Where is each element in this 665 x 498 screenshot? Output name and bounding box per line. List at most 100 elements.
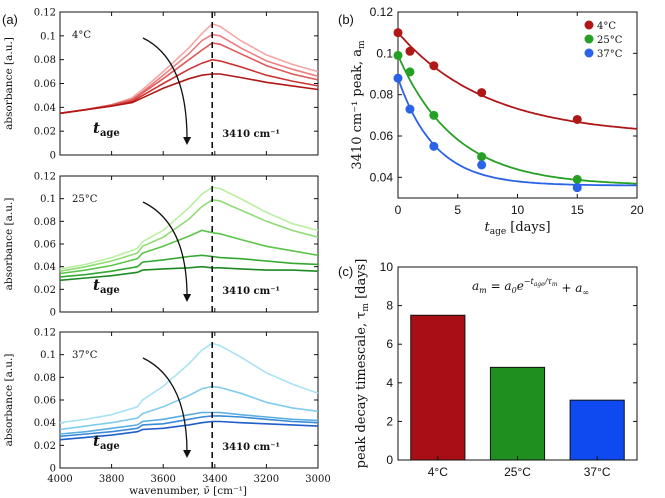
legend-label: 4°C	[597, 21, 616, 32]
y-tick-label: 0.04	[34, 262, 56, 273]
spectra-plot-25c: 0 0.02 0.04 0.06 0.08 0.1 0.12 25°C tage 3410 cm⁻…	[3, 172, 319, 319]
temperature-label: 4°C	[72, 30, 91, 41]
x-axis-label: tage [days]	[484, 220, 550, 237]
spectrum-line	[59, 73, 319, 115]
spectrum-line	[59, 186, 319, 270]
y-tick-label: 0	[50, 308, 56, 319]
y-tick-label: 0.06	[34, 79, 56, 90]
age-label: tage	[93, 119, 120, 139]
panel-letter-b: (b)	[338, 12, 354, 27]
y-tick-label: 0	[50, 151, 56, 162]
x-tick-label: 15	[571, 203, 585, 217]
x-tick-label: 3000	[305, 474, 330, 485]
x-tick-label: 25°C	[504, 465, 531, 479]
y-tick-label: 0.1	[40, 194, 56, 205]
y-tick-label: 4	[386, 376, 393, 390]
bar	[489, 366, 546, 461]
age-label: tage	[93, 276, 120, 296]
data-point	[429, 110, 439, 120]
panel-letter-a: (a)	[2, 12, 18, 27]
spectrum-line	[59, 42, 319, 115]
data-point	[572, 174, 582, 184]
temperature-label: 37°C	[72, 350, 98, 361]
legend-marker	[584, 48, 594, 58]
data-point	[393, 73, 403, 83]
y-tick-label: 0.1	[40, 31, 56, 42]
spectrum-line	[59, 342, 319, 424]
data-point	[477, 152, 487, 162]
age-label: tage	[93, 432, 120, 452]
x-tick-label: 37°C	[584, 465, 611, 479]
y-tick-label: 0.12	[34, 172, 56, 183]
spectra-x-axis-label: wavenumber, ν̄ [cm⁻¹]	[129, 485, 247, 497]
y-axis-label: absorbance [a.u.]	[3, 37, 15, 130]
peak-decay-scatter-plot: 0.04 0.06 0.08 0.1 0.12 0 5 10 15 20 4°C 25°C 37°C 34…	[350, 5, 644, 237]
data-point	[429, 141, 439, 151]
data-point	[572, 183, 582, 193]
x-tick-label: 3600	[150, 474, 175, 485]
x-tick-label: 0	[395, 203, 402, 217]
age-arrow	[142, 357, 192, 458]
spectrum-line	[59, 58, 319, 115]
x-tick-label: 3400	[202, 474, 227, 485]
fit-equation: am = a0e−tage/τm + a∞	[472, 277, 589, 297]
y-tick-label: 6	[386, 337, 393, 351]
spectrum-line	[59, 385, 319, 431]
spectrum-line	[59, 229, 319, 275]
legend-label: 37°C	[597, 49, 623, 60]
y-tick-label: 0	[386, 453, 393, 467]
y-tick-label: 0.08	[34, 55, 56, 66]
fit-curve	[397, 55, 638, 185]
y-tick-label: 0.06	[370, 129, 394, 143]
y-tick-label: 0.02	[34, 285, 56, 296]
y-tick-label: 8	[386, 299, 393, 313]
x-tick-label: 3200	[254, 474, 279, 485]
y-tick-label: 0.1	[376, 46, 393, 60]
x-tick-label: 20	[630, 203, 644, 217]
y-tick-label: 0	[50, 464, 56, 475]
spectrum-line	[59, 254, 319, 278]
y-tick-label: 0.02	[34, 441, 56, 452]
data-point	[393, 50, 403, 60]
legend-marker	[584, 34, 594, 44]
y-tick-label: 0.04	[34, 418, 56, 429]
x-tick-label: 4°C	[428, 465, 448, 479]
reference-line-label: 3410 cm⁻¹	[222, 442, 280, 453]
spectrum-line	[59, 420, 319, 441]
spectra-plot-37c: 0 0.02 0.04 0.06 0.08 0.1 0.12 4000 3800 3600 3400…	[3, 328, 331, 486]
spectrum-line	[59, 265, 319, 282]
y-tick-label: 0.06	[34, 396, 56, 407]
y-tick-label: 10	[380, 260, 394, 274]
legend-label: 25°C	[597, 35, 623, 46]
timescale-bar-chart: 0 2 4 6 8 10 4°C 25°C 37°C am = a0e−tage/τm + a∞ p…	[354, 259, 638, 479]
y-tick-label: 0.12	[34, 328, 56, 339]
age-arrow	[142, 201, 192, 302]
y-tick-label: 0.02	[34, 127, 56, 138]
reference-line-label: 3410 cm⁻¹	[222, 286, 280, 297]
bar	[569, 399, 625, 461]
y-axis-label: absorbance [a.u.]	[3, 354, 15, 447]
data-point	[393, 28, 403, 38]
x-tick-label: 4000	[47, 474, 72, 485]
y-axis-label: peak decay timescale, τm [days]	[354, 259, 371, 469]
y-tick-label: 0.04	[370, 170, 394, 184]
y-tick-label: 0.08	[370, 88, 394, 102]
data-point	[477, 88, 487, 98]
y-tick-label: 0.12	[370, 5, 394, 19]
data-point	[477, 160, 487, 170]
spectra-plot-4c: 0 0.02 0.04 0.06 0.08 0.1 0.12 4°C tage 3410 cm⁻¹…	[3, 8, 319, 162]
spectrum-line	[59, 411, 319, 435]
y-axis-label: 3410 cm⁻¹ peak, am	[350, 40, 367, 170]
y-tick-label: 0.04	[34, 103, 56, 114]
bar	[410, 314, 466, 461]
y-axis-label: absorbance [a.u.]	[3, 198, 15, 291]
spectrum-line	[59, 415, 319, 438]
x-tick-label: 3800	[99, 474, 124, 485]
data-point	[405, 104, 415, 114]
legend-marker	[584, 20, 594, 30]
data-point	[405, 46, 415, 56]
y-tick-label: 0.08	[34, 217, 56, 228]
data-point	[405, 67, 415, 77]
y-tick-label: 0.08	[34, 373, 56, 384]
